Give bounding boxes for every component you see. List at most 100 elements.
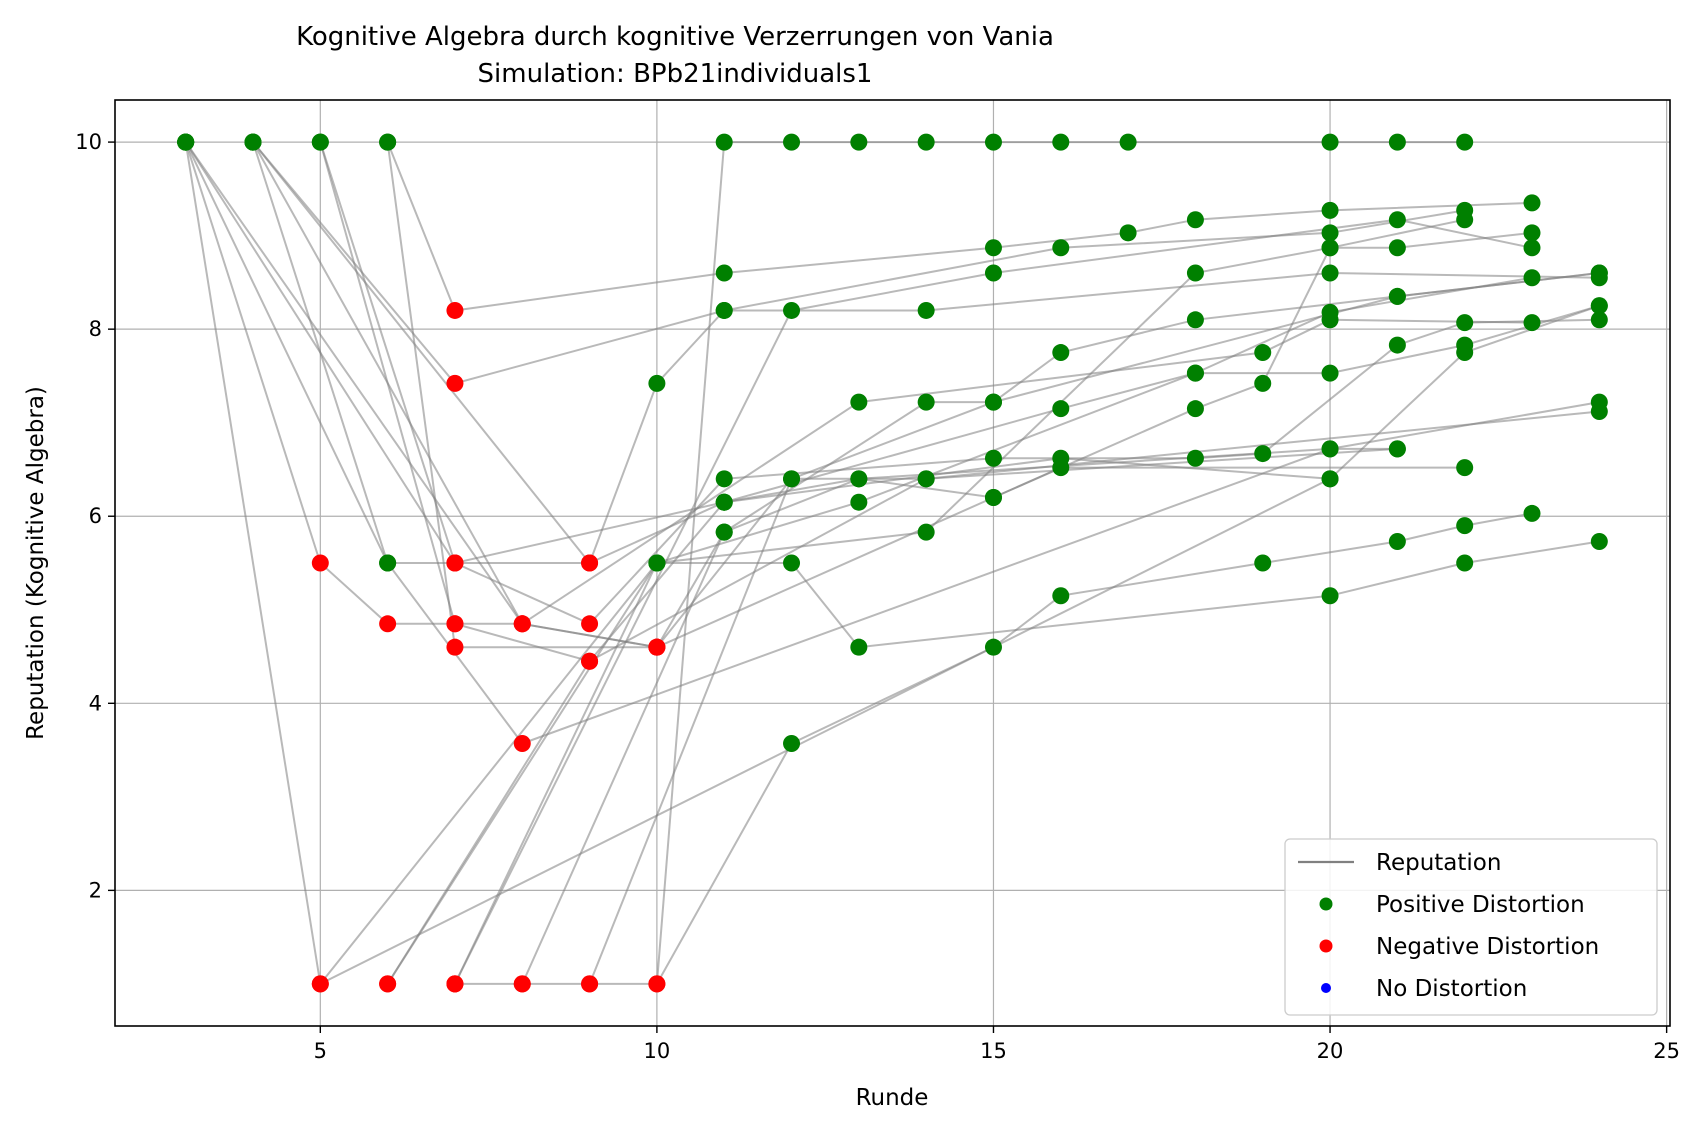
positive-distortion-point [1052, 449, 1070, 467]
positive-distortion-point [311, 133, 329, 151]
positive-distortion-point [850, 493, 868, 511]
positive-distortion-point [715, 301, 733, 319]
y-tick-label: 4 [89, 691, 102, 715]
y-tick-label: 2 [89, 878, 102, 902]
positive-distortion-point [984, 133, 1002, 151]
positive-distortion-point [1388, 440, 1406, 458]
positive-distortion-point [984, 489, 1002, 507]
negative-distortion-point [446, 975, 464, 993]
negative-distortion-point [379, 975, 397, 993]
data-points [177, 133, 1608, 993]
legend-label: Negative Distortion [1376, 934, 1599, 960]
positive-distortion-point [244, 133, 262, 151]
positive-distortion-point [1254, 344, 1272, 362]
positive-distortion-point [984, 239, 1002, 257]
positive-distortion-point [1590, 297, 1608, 315]
positive-distortion-point [1186, 400, 1204, 418]
positive-distortion-point [1321, 264, 1339, 282]
positive-distortion-point [648, 554, 666, 572]
positive-distortion-point [984, 449, 1002, 467]
positive-distortion-point [1186, 364, 1204, 382]
positive-distortion-point [1119, 133, 1137, 151]
chart-title: Kognitive Algebra durch kognitive Verzer… [296, 22, 1054, 52]
positive-distortion-point [917, 301, 935, 319]
axis-ticks: 5 10 15 20 25 2 4 6 8 10 [75, 130, 1680, 1063]
positive-distortion-point [850, 133, 868, 151]
positive-distortion-point [1590, 532, 1608, 550]
y-tick-label: 8 [89, 317, 102, 341]
positive-distortion-point [984, 638, 1002, 656]
positive-distortion-point [1388, 336, 1406, 354]
legend: Reputation Positive Distortion Negative Di… [1284, 838, 1658, 1016]
positive-distortion-point [1456, 336, 1474, 354]
positive-distortion-point [1388, 239, 1406, 257]
positive-distortion-point [1456, 554, 1474, 572]
y-tick-label: 6 [89, 504, 102, 528]
negative-distortion-point [648, 638, 666, 656]
reputation-line [252, 141, 1600, 385]
negative-distortion-point [513, 615, 531, 633]
y-axis-label: Reputation (Kognitive Algebra) [23, 386, 49, 740]
positive-distortion-point [1052, 133, 1070, 151]
positive-distortion-point [1321, 311, 1339, 329]
positive-distortion-point [1321, 470, 1339, 488]
legend-label: Positive Distortion [1376, 892, 1585, 918]
positive-distortion-point [1186, 264, 1204, 282]
positive-distortion-point [379, 554, 397, 572]
x-tick-label: 25 [1653, 1039, 1680, 1063]
positive-distortion-point [1590, 264, 1608, 282]
positive-distortion-point [1456, 133, 1474, 151]
positive-distortion-point [1321, 201, 1339, 219]
legend-label: Reputation [1376, 850, 1501, 876]
positive-distortion-point [1523, 269, 1541, 287]
negative-distortion-point [446, 638, 464, 656]
positive-distortion-point [1456, 314, 1474, 332]
legend-label: No Distortion [1376, 976, 1527, 1002]
y-tick-label: 10 [75, 130, 102, 154]
chart-subtitle: Simulation: BPb21individuals1 [478, 59, 873, 89]
positive-distortion-point [1186, 211, 1204, 229]
positive-distortion-point [850, 470, 868, 488]
positive-distortion-point [1052, 344, 1070, 362]
positive-distortion-point [1388, 133, 1406, 151]
positive-distortion-point [1321, 587, 1339, 605]
plot-frame [114, 99, 1671, 1027]
positive-distortion-point [1523, 194, 1541, 212]
positive-distortion-point [715, 470, 733, 488]
negative-distortion-point [311, 975, 329, 993]
positive-distortion-point [917, 133, 935, 151]
positive-distortion-point [850, 638, 868, 656]
positive-distortion-point [715, 133, 733, 151]
legend-dot-swatch [1319, 897, 1333, 911]
positive-distortion-point [1590, 311, 1608, 329]
legend-dot-swatch [1321, 983, 1331, 993]
positive-distortion-point [1321, 364, 1339, 382]
legend-box [1284, 838, 1658, 1016]
reputation-line [386, 447, 1398, 985]
negative-distortion-point [581, 975, 599, 993]
negative-distortion-point [648, 975, 666, 993]
positive-distortion-point [1523, 224, 1541, 242]
positive-distortion-point [783, 301, 801, 319]
negative-distortion-point [581, 615, 599, 633]
positive-distortion-point [984, 264, 1002, 282]
negative-distortion-point [446, 374, 464, 392]
x-tick-label: 10 [644, 1039, 671, 1063]
positive-distortion-point [783, 554, 801, 572]
positive-distortion-point [1523, 239, 1541, 257]
positive-distortion-point [1590, 402, 1608, 420]
x-tick-label: 20 [1317, 1039, 1344, 1063]
positive-distortion-point [783, 470, 801, 488]
positive-distortion-point [379, 133, 397, 151]
negative-distortion-point [446, 554, 464, 572]
positive-distortion-point [1254, 445, 1272, 463]
positive-distortion-point [1456, 211, 1474, 229]
x-tick-label: 5 [314, 1039, 327, 1063]
positive-distortion-point [1321, 133, 1339, 151]
positive-distortion-point [1254, 374, 1272, 392]
positive-distortion-point [715, 523, 733, 541]
positive-distortion-point [1186, 449, 1204, 467]
negative-distortion-point [446, 301, 464, 319]
reputation-line [184, 141, 1533, 564]
